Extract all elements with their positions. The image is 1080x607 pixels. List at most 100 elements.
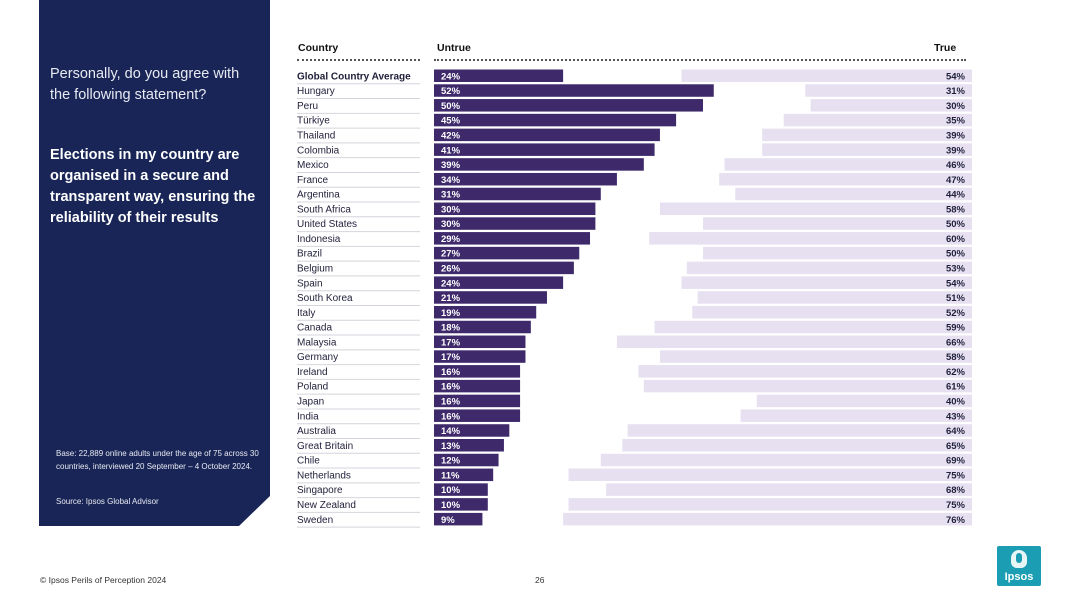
true-value-label: 61% bbox=[946, 382, 966, 393]
country-label: Colombia bbox=[297, 145, 340, 156]
true-bar bbox=[735, 187, 972, 201]
country-label: Belgium bbox=[297, 263, 333, 274]
true-value-label: 62% bbox=[946, 367, 966, 378]
true-bar bbox=[762, 128, 972, 142]
true-value-label: 39% bbox=[946, 130, 966, 141]
country-label: Australia bbox=[297, 426, 336, 437]
true-value-label: 53% bbox=[946, 263, 966, 274]
true-bar bbox=[638, 365, 972, 378]
untrue-bar bbox=[434, 350, 526, 363]
untrue-bar bbox=[434, 113, 677, 127]
untrue-value-label: 31% bbox=[441, 190, 461, 201]
true-value-label: 46% bbox=[946, 160, 966, 171]
true-value-label: 75% bbox=[946, 500, 966, 511]
source-note: Source: Ipsos Global Advisor bbox=[56, 497, 159, 506]
untrue-value-label: 17% bbox=[441, 337, 461, 348]
true-bar bbox=[616, 335, 972, 349]
question-text: Personally, do you agree with the follow… bbox=[50, 66, 240, 103]
true-bar bbox=[762, 143, 972, 156]
country-label: Italy bbox=[297, 308, 315, 319]
statement-text: Elections in my country are organised in… bbox=[50, 147, 256, 226]
country-label: Japan bbox=[297, 397, 324, 408]
country-label: Sweden bbox=[297, 515, 333, 526]
country-label: Malaysia bbox=[297, 337, 337, 348]
true-value-label: 68% bbox=[946, 485, 966, 496]
country-label: France bbox=[297, 175, 329, 186]
country-label: Ireland bbox=[297, 367, 328, 378]
untrue-value-label: 30% bbox=[441, 204, 461, 215]
untrue-value-label: 17% bbox=[441, 352, 461, 363]
true-value-label: 65% bbox=[946, 441, 966, 452]
untrue-value-label: 19% bbox=[441, 308, 461, 319]
values-header-rule bbox=[434, 59, 966, 61]
untrue-value-label: 16% bbox=[441, 367, 461, 378]
true-bar bbox=[805, 84, 972, 97]
untrue-bar bbox=[434, 365, 521, 378]
side-panel: Personally, do you agree with the follow… bbox=[39, 0, 270, 526]
country-label: Great Britain bbox=[297, 441, 353, 452]
untrue-value-label: 30% bbox=[441, 219, 461, 230]
country-label: Chile bbox=[297, 456, 320, 467]
true-value-label: 47% bbox=[946, 175, 966, 186]
true-value-label: 58% bbox=[946, 204, 966, 215]
true-value-label: 69% bbox=[946, 456, 966, 467]
untrue-value-label: 16% bbox=[441, 382, 461, 393]
untrue-bar bbox=[434, 232, 591, 245]
country-label: Spain bbox=[297, 278, 323, 289]
true-value-label: 44% bbox=[946, 190, 966, 201]
untrue-bar bbox=[434, 291, 547, 304]
country-label: New Zealand bbox=[297, 500, 356, 511]
true-bar bbox=[643, 379, 972, 393]
untrue-bar bbox=[434, 202, 596, 216]
true-bar bbox=[703, 246, 972, 260]
true-bar bbox=[649, 232, 972, 245]
untrue-bar bbox=[434, 128, 660, 142]
untrue-value-label: 52% bbox=[441, 86, 461, 97]
true-bar bbox=[606, 483, 972, 496]
true-bar bbox=[568, 468, 972, 482]
untrue-value-label: 26% bbox=[441, 263, 461, 274]
true-bar bbox=[686, 261, 972, 275]
untrue-bar bbox=[434, 483, 488, 496]
untrue-bar bbox=[434, 246, 580, 260]
country-label: Brazil bbox=[297, 249, 322, 260]
country-label: Türkiye bbox=[297, 116, 330, 127]
untrue-bar bbox=[434, 99, 703, 112]
untrue-header: Untrue bbox=[437, 42, 471, 54]
country-label: Indonesia bbox=[297, 234, 341, 245]
untrue-value-label: 50% bbox=[441, 101, 461, 112]
country-label: Germany bbox=[297, 352, 338, 363]
country-label: Mexico bbox=[297, 160, 329, 171]
untrue-value-label: 34% bbox=[441, 175, 461, 186]
true-value-label: 54% bbox=[946, 71, 966, 82]
country-header: Country bbox=[298, 42, 339, 54]
true-header: True bbox=[934, 42, 957, 54]
country-label: Peru bbox=[297, 101, 318, 112]
copyright: © Ipsos Perils of Perception 2024 bbox=[40, 575, 167, 585]
untrue-bar bbox=[434, 498, 488, 511]
true-bar bbox=[681, 69, 972, 82]
untrue-value-label: 41% bbox=[441, 145, 461, 156]
true-bar bbox=[622, 439, 972, 452]
untrue-bar bbox=[434, 394, 521, 408]
untrue-bar bbox=[434, 320, 531, 334]
true-value-label: 64% bbox=[946, 426, 966, 437]
true-bar bbox=[563, 512, 972, 526]
country-header-rule bbox=[297, 59, 420, 61]
true-value-label: 60% bbox=[946, 234, 966, 245]
true-bar bbox=[681, 276, 972, 289]
untrue-value-label: 24% bbox=[441, 71, 461, 82]
untrue-value-label: 27% bbox=[441, 249, 461, 260]
untrue-bar bbox=[434, 261, 574, 275]
untrue-value-label: 9% bbox=[441, 515, 455, 526]
true-value-label: 52% bbox=[946, 308, 966, 319]
true-bar bbox=[627, 424, 972, 437]
country-label: Netherlands bbox=[297, 470, 351, 481]
untrue-value-label: 45% bbox=[441, 116, 461, 127]
true-bar bbox=[568, 498, 972, 511]
country-label: South Africa bbox=[297, 204, 351, 215]
true-value-label: 40% bbox=[946, 397, 966, 408]
country-label: Poland bbox=[297, 382, 328, 393]
logo-text: Ipsos bbox=[1004, 571, 1034, 583]
untrue-bar bbox=[434, 453, 499, 467]
